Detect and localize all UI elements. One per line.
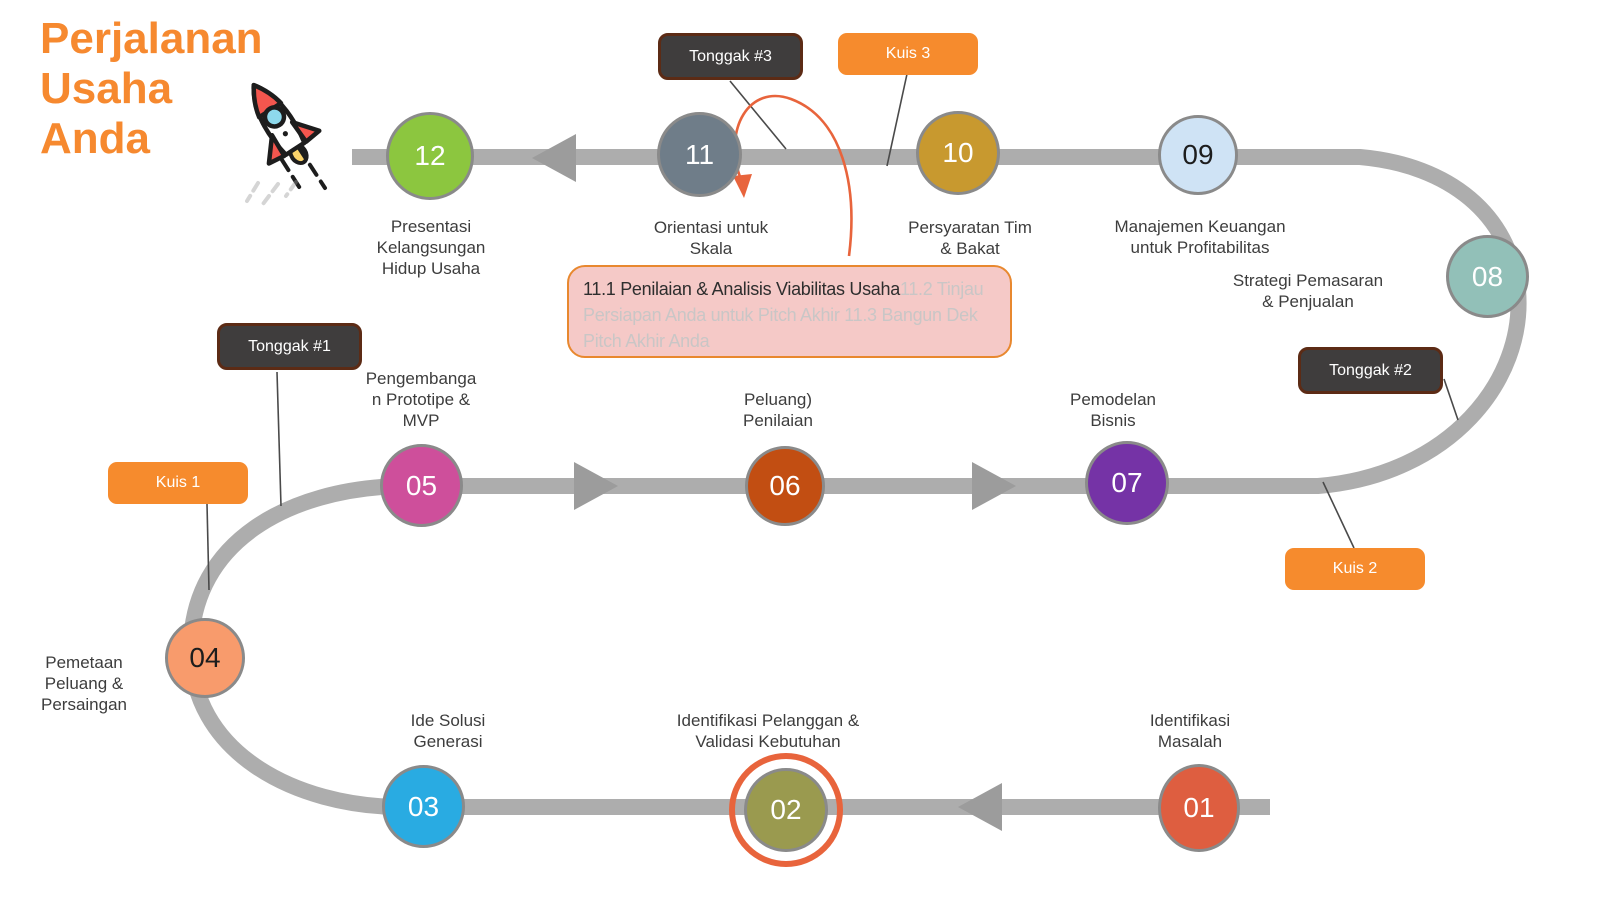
milestone-1-leader-line bbox=[276, 371, 282, 507]
milestone-3-badge: Tonggak #3 bbox=[658, 33, 803, 80]
step-09-label: Manajemen Keuangan untuk Profitabilitas bbox=[1114, 217, 1286, 257]
step-10-label: Persyaratan Tim & Bakat bbox=[908, 218, 1032, 258]
milestone-2-leader-line bbox=[1443, 378, 1459, 421]
step-03-node: 03 bbox=[382, 765, 465, 848]
step-10-node: 10 bbox=[916, 111, 1000, 195]
step-04-node: 04 bbox=[165, 618, 245, 698]
step-07-node: 07 bbox=[1085, 441, 1169, 525]
quiz-3-leader-line bbox=[886, 73, 908, 167]
step-11-node: 11 bbox=[657, 112, 742, 197]
callout-items-rest: 11.2 Tinjau Persiapan Anda untuk Pitch A… bbox=[583, 279, 984, 351]
quiz-2-leader-line bbox=[1322, 481, 1355, 549]
step-06-node: 06 bbox=[745, 446, 825, 526]
step-11-label: Orientasi untuk Skala bbox=[653, 218, 769, 258]
flow-arrow-left-bottom-icon bbox=[958, 783, 1002, 831]
step-05-label: Pengembanga n Prototipe & MVP bbox=[365, 369, 477, 430]
step-01-node: 01 bbox=[1158, 764, 1240, 852]
flow-arrow-left-top-icon bbox=[532, 134, 576, 182]
step-08-node: 08 bbox=[1446, 235, 1529, 318]
milestone-3-leader-line bbox=[729, 80, 787, 150]
quiz-3-badge: Kuis 3 bbox=[838, 33, 978, 75]
milestone-1-badge: Tonggak #1 bbox=[217, 323, 362, 370]
quiz-2-badge: Kuis 2 bbox=[1285, 548, 1425, 590]
step-02-label: Identifikasi Pelanggan & Validasi Kebutu… bbox=[676, 711, 860, 751]
step-02-node: 02 bbox=[744, 768, 828, 852]
callout-arrowhead-icon bbox=[733, 174, 752, 198]
step-03-label: Ide Solusi Generasi bbox=[410, 711, 486, 751]
step-02-highlight-ring bbox=[729, 753, 843, 867]
step-04-label: Pemetaan Peluang & Persaingan bbox=[40, 653, 127, 714]
step-12-label: Presentasi Kelangsungan Hidup Usaha bbox=[376, 217, 486, 278]
step-01-label: Identifikasi Masalah bbox=[1149, 711, 1231, 751]
quiz-1-badge: Kuis 1 bbox=[108, 462, 248, 504]
milestone-2-badge: Tonggak #2 bbox=[1298, 347, 1443, 394]
step-08-label: Strategi Pemasaran & Penjualan bbox=[1232, 271, 1384, 311]
module-11-callout: 11.1 Penilaian & Analisis Viabilitas Usa… bbox=[567, 265, 1012, 358]
step-05-node: 05 bbox=[380, 444, 463, 527]
step-09-node: 09 bbox=[1158, 115, 1238, 195]
step-07-label: Pemodelan Bisnis bbox=[1069, 390, 1156, 430]
callout-item-1: 11.1 Penilaian & Analisis Viabilitas Usa… bbox=[583, 279, 900, 299]
flow-arrow-right-mid1-icon bbox=[574, 462, 618, 510]
rocket-icon bbox=[245, 82, 327, 206]
page-title: Perjalanan Usaha Anda bbox=[40, 14, 263, 163]
step-06-label: Peluang) Penilaian bbox=[743, 390, 813, 430]
flow-arrow-right-mid2-icon bbox=[972, 462, 1016, 510]
step-12-node: 12 bbox=[386, 112, 474, 200]
quiz-1-leader-line bbox=[206, 503, 210, 591]
